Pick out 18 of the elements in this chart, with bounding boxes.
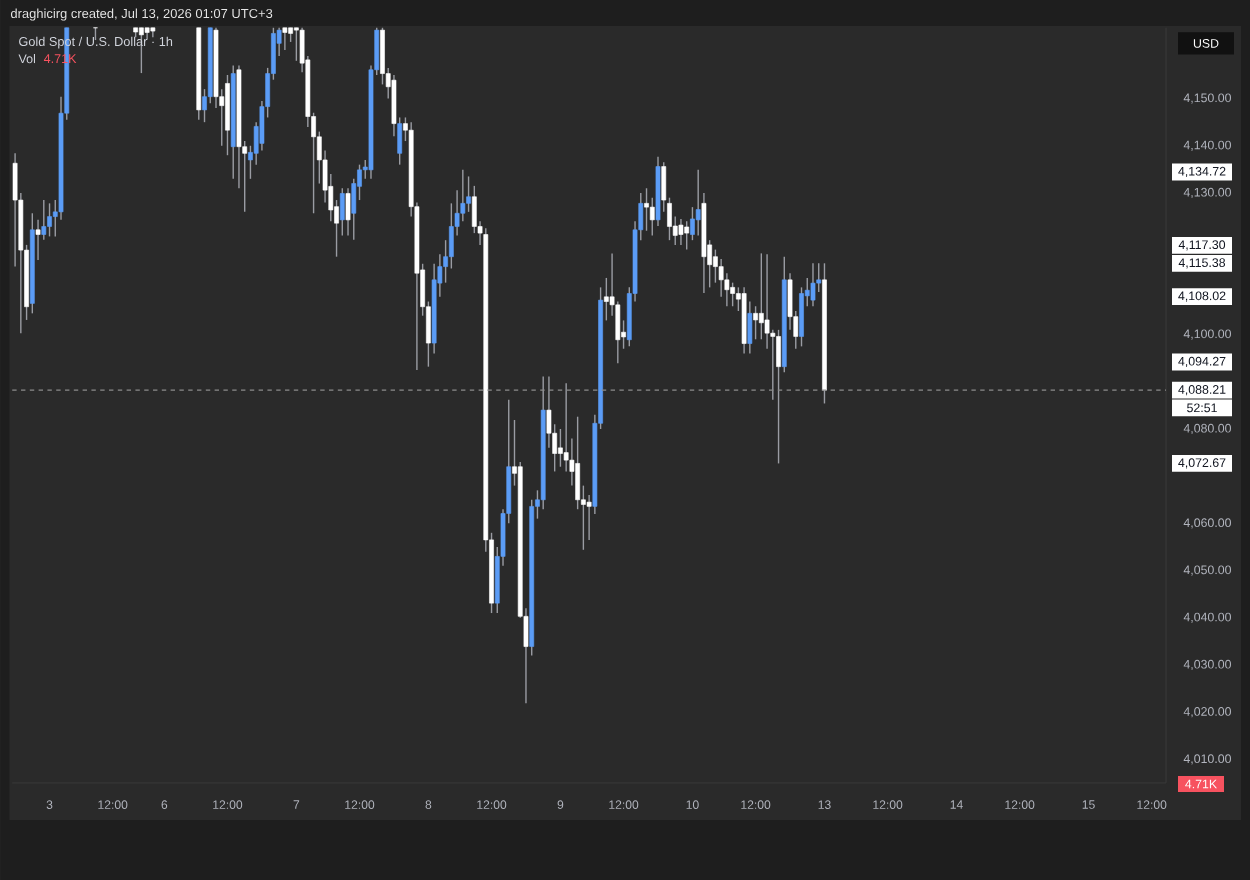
- candlestick: [345, 187, 351, 237]
- candlestick: [718, 258, 724, 298]
- candlestick: [466, 175, 471, 213]
- candlestick: [776, 329, 781, 465]
- candlestick: [799, 286, 804, 348]
- candlestick: [753, 305, 758, 340]
- candlestick: [730, 281, 735, 307]
- candlestick: [649, 196, 655, 237]
- candlestick: [684, 220, 690, 251]
- candlestick: [225, 74, 230, 156]
- candlestick: [47, 202, 52, 238]
- candlestick: [747, 300, 753, 355]
- candlestick: [810, 262, 816, 307]
- candlestick: [695, 169, 701, 237]
- candlestick: [678, 218, 684, 246]
- candlestick: [35, 219, 41, 261]
- candlestick: [644, 187, 649, 232]
- candlestick: [282, 27, 288, 51]
